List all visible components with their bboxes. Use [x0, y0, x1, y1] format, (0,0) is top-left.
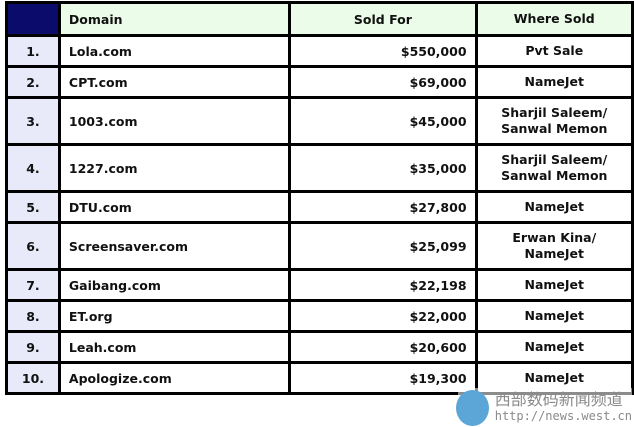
where-sold-line: NameJet	[524, 246, 585, 261]
header-row: Domain Sold For Where Sold	[5, 1, 634, 37]
domain-cell: Apologize.com	[57, 361, 292, 395]
where-sold-cell: Pvt Sale	[474, 34, 634, 68]
rank-cell: 2.	[5, 65, 61, 99]
table-row: 4. 1227.com $35,000 Sharjil Saleem/Sanwal M…	[5, 143, 634, 193]
west-logo-icon	[456, 389, 489, 426]
sold-for-header: Sold For	[288, 1, 478, 37]
sold-for-cell: $20,600	[288, 330, 478, 364]
sold-for-cell: $69,000	[288, 65, 478, 99]
where-sold-cell: NameJet	[474, 190, 634, 224]
domain-cell: Lola.com	[57, 34, 292, 68]
table-row: 9. Leah.com $20,600 NameJet	[5, 330, 634, 364]
table-row: 6. Screensaver.com $25,099 Erwan Kina/NameJ…	[5, 221, 634, 271]
rank-header	[5, 1, 61, 37]
where-sold-cell: NameJet	[474, 299, 634, 333]
watermark-title: 西部数码新闻频道	[494, 389, 623, 409]
where-sold-line: NameJet	[524, 308, 585, 323]
where-sold-line: Sanwal Memon	[501, 121, 608, 136]
sold-for-cell: $25,099	[288, 221, 478, 271]
where-sold-line: NameJet	[524, 74, 585, 89]
rank-cell: 7.	[5, 268, 61, 302]
domain-header: Domain	[57, 1, 292, 37]
rank-cell: 3.	[5, 96, 61, 146]
rank-cell: 9.	[5, 330, 61, 364]
sold-for-cell: $22,000	[288, 299, 478, 333]
domain-cell: Gaibang.com	[57, 268, 292, 302]
where-sold-line: NameJet	[524, 199, 585, 214]
where-sold-line: Erwan Kina/	[512, 230, 597, 245]
rank-cell: 6.	[5, 221, 61, 271]
table-row: 7. Gaibang.com $22,198 NameJet	[5, 268, 634, 302]
where-sold-line: NameJet	[524, 370, 585, 385]
domain-cell: CPT.com	[57, 65, 292, 99]
sold-for-cell: $550,000	[288, 34, 478, 68]
rank-cell: 1.	[5, 34, 61, 68]
domain-cell: ET.org	[57, 299, 292, 333]
rank-cell: 4.	[5, 143, 61, 193]
domain-sales-table: Domain Sold For Where Sold 1. Lola.com $55…	[5, 1, 634, 395]
sold-for-cell: $22,198	[288, 268, 478, 302]
table-row: 2. CPT.com $69,000 NameJet	[5, 65, 634, 99]
domain-cell: 1003.com	[57, 96, 292, 146]
where-sold-line: Sharjil Saleem/	[501, 105, 608, 120]
where-sold-cell: Sharjil Saleem/Sanwal Memon	[474, 96, 634, 146]
table-row: 8. ET.org $22,000 NameJet	[5, 299, 634, 333]
where-sold-line: Sanwal Memon	[501, 168, 608, 183]
where-sold-cell: Sharjil Saleem/Sanwal Memon	[474, 143, 634, 193]
where-sold-line: Sharjil Saleem/	[501, 152, 608, 167]
rank-cell: 8.	[5, 299, 61, 333]
sold-for-cell: $19,300	[288, 361, 478, 395]
rank-cell: 5.	[5, 190, 61, 224]
where-sold-line: Pvt Sale	[525, 43, 584, 58]
where-sold-line: NameJet	[524, 339, 585, 354]
where-sold-line: NameJet	[524, 277, 585, 292]
where-sold-cell: NameJet	[474, 330, 634, 364]
where-sold-cell: Erwan Kina/NameJet	[474, 221, 634, 271]
where-sold-cell: NameJet	[474, 65, 634, 99]
domain-cell: Screensaver.com	[57, 221, 292, 271]
watermark: 西部数码新闻频道 http://news.west.cn	[456, 388, 632, 427]
watermark-url: http://news.west.cn	[494, 408, 632, 423]
where-sold-header: Where Sold	[474, 1, 634, 37]
domain-cell: DTU.com	[57, 190, 292, 224]
table-row: 3. 1003.com $45,000 Sharjil Saleem/Sanwal M…	[5, 96, 634, 146]
domain-cell: 1227.com	[57, 143, 292, 193]
table-row: 5. DTU.com $27,800 NameJet	[5, 190, 634, 224]
where-sold-cell: NameJet	[474, 268, 634, 302]
sold-for-cell: $35,000	[288, 143, 478, 193]
rank-cell: 10.	[5, 361, 61, 395]
domain-cell: Leah.com	[57, 330, 292, 364]
sold-for-cell: $45,000	[288, 96, 478, 146]
table-row: 1. Lola.com $550,000 Pvt Sale	[5, 34, 634, 68]
sold-for-cell: $27,800	[288, 190, 478, 224]
